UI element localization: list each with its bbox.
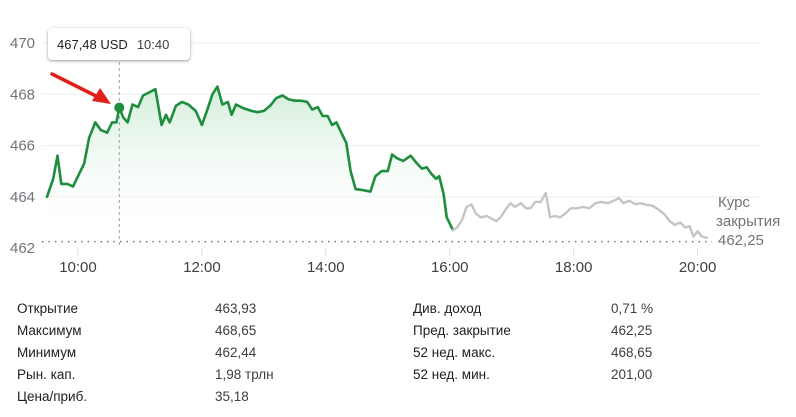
previous-close-value: 462,25 [718,232,764,249]
y-tick-label: 466 [10,138,35,155]
x-axis: 10:00 12:00 14:00 16:00 20:00 18:00 [59,248,716,276]
stat-label: 52 нед. макс. [413,345,496,360]
x-tick-label: 14:00 [307,259,345,276]
y-tick-label: 470 [10,35,35,52]
hover-point [114,102,125,113]
stat-value: 462,44 [215,345,257,360]
price-area-fill [47,86,453,242]
y-tick-label: 468 [10,86,35,103]
stat-value: 468,65 [611,345,653,360]
stat-value: 1,98 трлн [215,367,274,382]
price-line-session [45,85,455,232]
annotation-arrow [50,72,111,104]
price-line-after-hours [451,191,709,239]
y-tick-label: 464 [10,189,35,206]
tooltip-price: 467,48 USD [57,36,128,52]
previous-close-label: Курс [718,194,750,211]
stat-value: 463,93 [215,301,257,316]
stat-label: 52 нед. мин. [413,367,490,382]
stat-value: 468,65 [215,323,257,338]
stat-label: Цена/приб. [17,389,88,404]
tooltip-time: 10:40 [136,36,170,52]
stat-value: 201,00 [611,367,653,382]
stat-label: Открытие [17,301,79,316]
previous-close-label: закрытия [716,213,780,230]
stat-label: Рын. кап. [17,367,76,382]
stock-chart[interactable]: 470 468 466 464 462 10:00 12:00 14:00 16:00 20:0… [0,0,796,280]
price-tooltip: 467,48 USD 10:40 [48,28,190,60]
stat-label: Максимум [17,323,82,338]
y-tick-label: 462 [10,240,35,257]
x-tick-label: 18:00 [555,259,593,276]
stat-label: Пред. закрытие [413,323,511,338]
stat-value: 462,25 [611,323,653,338]
stat-label: Див. доход [413,301,482,316]
x-tick-label: 12:00 [183,259,221,276]
stat-value: 0,71 % [611,301,654,316]
x-tick-label: 20:00 [679,259,717,276]
stat-label: Минимум [17,345,77,360]
stat-value: 35,18 [215,389,249,404]
x-tick-label: 10:00 [59,259,97,276]
y-axis: 470 468 466 464 462 [10,35,35,257]
x-tick-label: 16:00 [431,259,469,276]
